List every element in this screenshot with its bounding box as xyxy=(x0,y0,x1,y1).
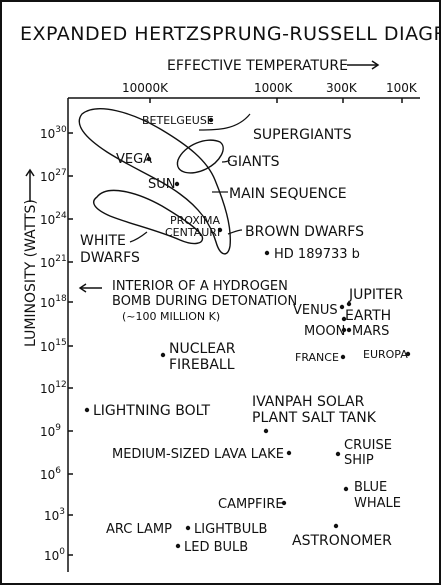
lava-lake-label: MEDIUM-SIZED LAVA LAKE xyxy=(112,447,284,462)
nuclear-fireball-label: FIREBALL xyxy=(169,357,235,373)
jupiter-label: JUPITER xyxy=(348,287,403,303)
nuclear-fireball-label: NUCLEAR xyxy=(169,341,236,357)
y-axis-arrow xyxy=(25,168,35,202)
cruise-ship-label: SHIP xyxy=(344,453,374,468)
brown-dwarfs-label: BROWN DWARFS xyxy=(245,224,364,240)
giants-region xyxy=(176,139,224,174)
cruise-ship-label: CRUISE xyxy=(344,438,392,453)
bomb-arrow xyxy=(78,283,102,293)
x-tick-label: 100K xyxy=(386,81,418,95)
earth-label: EARTH xyxy=(345,308,391,324)
y-axis-label: LUMINOSITY (WATTS) xyxy=(23,199,39,347)
svg-text:106: 106 xyxy=(40,466,61,482)
hydrogen-bomb-label: (~100 MILLION K) xyxy=(122,310,220,323)
blue-whale-label: WHALE xyxy=(354,496,401,511)
venus-label: VENUS xyxy=(293,303,338,318)
leader-lines xyxy=(129,113,251,243)
hd-189733b-label: HD 189733 b xyxy=(274,247,360,262)
x-axis-label: EFFECTIVE TEMPERATURE xyxy=(167,58,348,74)
svg-text:100: 100 xyxy=(44,547,65,563)
axes xyxy=(67,97,420,572)
x-tick-label: 10000K xyxy=(122,81,169,95)
white-dwarfs-label: WHITE xyxy=(80,233,126,249)
data-points xyxy=(84,117,411,549)
x-ticks: 10000K 1000K 300K 100K xyxy=(122,81,418,103)
x-tick-label: 1000K xyxy=(254,81,294,95)
main-sequence-region xyxy=(78,108,232,255)
svg-text:1021: 1021 xyxy=(40,254,67,270)
europa-label: EUROPA xyxy=(363,348,408,361)
blue-whale-label: BLUE xyxy=(354,480,387,495)
x-axis-arrow xyxy=(347,60,380,70)
betelgeuse-label: BETELGEUSE xyxy=(142,114,214,127)
astronomer-label: ASTRONOMER xyxy=(292,533,392,549)
proxima-label: CENTAURI xyxy=(165,226,220,239)
diagram-title: EXPANDED HERTZSPRUNG-RUSSELL DIAGRAM xyxy=(20,23,441,45)
svg-text:1012: 1012 xyxy=(40,380,67,396)
svg-text:1030: 1030 xyxy=(40,125,67,141)
white-dwarfs-label: DWARFS xyxy=(80,250,140,266)
proxima-label: PROXIMA xyxy=(170,214,221,227)
led-bulb-label: LED BULB xyxy=(184,540,248,555)
sun-label: SUN xyxy=(148,177,176,192)
campfire-label: CAMPFIRE xyxy=(218,497,284,512)
lightbulb-label: LIGHTBULB xyxy=(194,522,267,537)
white-dwarfs-region xyxy=(93,189,204,245)
svg-text:1018: 1018 xyxy=(40,294,67,310)
mars-label: MARS xyxy=(352,324,389,339)
giants-label: GIANTS xyxy=(227,154,280,170)
arc-lamp-label: ARC LAMP xyxy=(106,522,172,537)
svg-text:1015: 1015 xyxy=(40,338,67,354)
region-outlines xyxy=(78,108,232,255)
hydrogen-bomb-label: INTERIOR OF A HYDROGEN xyxy=(112,279,288,294)
france-label: FRANCE xyxy=(295,351,339,364)
ivanpah-label: IVANPAH SOLAR xyxy=(252,394,365,410)
svg-text:109: 109 xyxy=(40,423,61,439)
ivanpah-label: PLANT SALT TANK xyxy=(252,410,377,426)
hydrogen-bomb-label: BOMB DURING DETONATION xyxy=(112,294,297,309)
x-tick-label: 300K xyxy=(326,81,358,95)
main-sequence-label: MAIN SEQUENCE xyxy=(229,186,347,202)
svg-text:1024: 1024 xyxy=(40,211,67,227)
vega-label: VEGA xyxy=(116,152,152,167)
svg-text:103: 103 xyxy=(44,507,65,523)
lightning-bolt-label: LIGHTNING BOLT xyxy=(93,403,210,419)
svg-text:1027: 1027 xyxy=(40,168,67,184)
moon-label: MOON xyxy=(304,324,345,339)
supergiants-label: SUPERGIANTS xyxy=(253,127,352,143)
